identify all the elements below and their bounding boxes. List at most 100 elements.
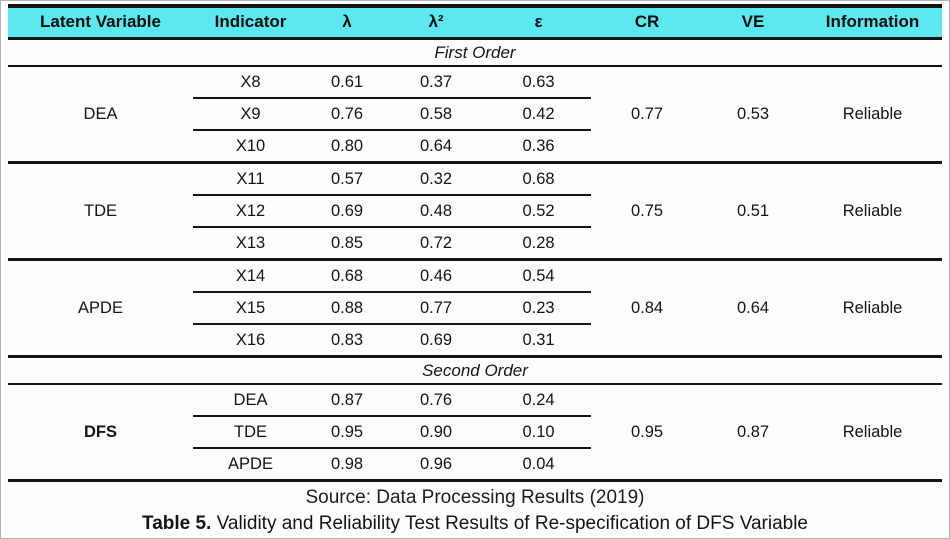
lambda-cell: 0.88 [308, 292, 386, 325]
validity-reliability-table: Latent Variable Indicator λ λ² ε CR VE I… [8, 4, 942, 482]
table-caption: Table 5. Validity and Reliability Test R… [8, 513, 942, 535]
indicator-cell: X9 [193, 98, 308, 131]
ve-cell: 0.51 [736, 202, 770, 220]
table-row: DEA X8 0.61 0.37 0.63 0.77 0.53 Reliable [8, 66, 942, 123]
table-row: X16 0.83 0.69 0.31 [8, 324, 942, 357]
lambda-squared-cell: 0.37 [386, 66, 486, 99]
indicator-cell: APDE [228, 455, 273, 473]
group-dea: DEA X8 0.61 0.37 0.63 0.77 0.53 Reliable… [8, 66, 942, 163]
lambda-cell: 0.98 [330, 455, 364, 473]
header-cell-ve: VE [703, 4, 803, 40]
lambda-cell: 0.57 [308, 162, 386, 196]
indicator-cell: TDE [193, 416, 308, 449]
section-label-second-order: Second Order [8, 356, 942, 385]
group-tde: TDE X11 0.57 0.32 0.68 0.75 0.51 Reliabl… [8, 162, 942, 260]
epsilon-cell: 0.36 [522, 137, 555, 155]
epsilon-cell: 0.42 [486, 98, 591, 131]
section-label-first-order: First Order [8, 38, 942, 67]
epsilon-cell: 0.04 [522, 455, 555, 473]
lambda-squared-cell: 0.48 [386, 195, 486, 228]
lambda-cell: 0.69 [308, 195, 386, 228]
latent-variable-cell: DFS [84, 423, 117, 441]
indicator-cell: X8 [193, 66, 308, 99]
epsilon-cell: 0.10 [486, 416, 591, 449]
lambda-squared-cell: 0.64 [419, 137, 453, 155]
table-row: TDE X11 0.57 0.32 0.68 0.75 0.51 Reliabl… [8, 162, 942, 220]
indicator-cell: X12 [193, 195, 308, 228]
section-second-order: Second Order [8, 356, 942, 385]
lambda-squared-cell: 0.77 [386, 292, 486, 325]
table-row: DFS DEA 0.87 0.76 0.24 0.95 0.87 Reliabl… [8, 384, 942, 441]
table-row: X12 0.69 0.48 0.52 [8, 195, 942, 228]
lambda-cell: 0.87 [308, 384, 386, 417]
header-cell-epsilon: ε [486, 4, 591, 40]
table-caption-text: Validity and Reliability Test Results of… [216, 513, 808, 534]
lambda-cell: 0.68 [308, 259, 386, 293]
lambda-squared-cell: 0.58 [386, 98, 486, 131]
table-row: X9 0.76 0.58 0.42 [8, 98, 942, 131]
epsilon-cell: 0.68 [486, 162, 591, 196]
latent-variable-cell: APDE [78, 299, 123, 317]
latent-variable-cell: DEA [83, 105, 118, 123]
epsilon-cell: 0.54 [486, 259, 591, 293]
lambda-cell: 0.76 [308, 98, 386, 131]
epsilon-cell: 0.31 [522, 331, 555, 349]
information-cell: Reliable [842, 105, 903, 123]
header-cell-latent-variable: Latent Variable [8, 4, 193, 40]
information-cell: Reliable [842, 423, 903, 441]
lambda-squared-cell: 0.96 [419, 455, 453, 473]
header-row: Latent Variable Indicator λ λ² ε CR VE I… [8, 4, 942, 40]
table-header: Latent Variable Indicator λ λ² ε CR VE I… [8, 4, 942, 40]
cr-cell: 0.84 [630, 299, 664, 317]
indicator-cell: DEA [193, 384, 308, 417]
cr-cell: 0.77 [630, 105, 664, 123]
lambda-squared-cell: 0.46 [386, 259, 486, 293]
information-cell: Reliable [842, 202, 903, 220]
ve-cell: 0.87 [736, 423, 770, 441]
header-cell-cr: CR [591, 4, 703, 40]
header-cell-lambda-squared: λ² [386, 4, 486, 40]
epsilon-cell: 0.24 [486, 384, 591, 417]
section-row: First Order [8, 38, 942, 67]
table-row: APDE 0.98 0.96 0.04 [8, 448, 942, 481]
lambda-squared-cell: 0.69 [419, 331, 453, 349]
ve-cell: 0.53 [736, 105, 770, 123]
table-row: X10 0.80 0.64 0.36 [8, 130, 942, 163]
header-cell-information: Information [803, 4, 942, 40]
table-row: X15 0.88 0.77 0.23 [8, 292, 942, 325]
source-note: Source: Data Processing Results (2019) [305, 487, 645, 508]
epsilon-cell: 0.52 [486, 195, 591, 228]
group-dfs: DFS DEA 0.87 0.76 0.24 0.95 0.87 Reliabl… [8, 384, 942, 481]
lambda-cell: 0.83 [330, 331, 364, 349]
indicator-cell: X14 [193, 259, 308, 293]
epsilon-cell: 0.28 [522, 234, 555, 252]
epsilon-cell: 0.23 [486, 292, 591, 325]
lambda-squared-cell: 0.76 [386, 384, 486, 417]
lambda-cell: 0.80 [330, 137, 364, 155]
indicator-cell: X16 [235, 331, 266, 349]
header-cell-indicator: Indicator [193, 4, 308, 40]
information-cell: Reliable [842, 299, 903, 317]
table-row: APDE X14 0.68 0.46 0.54 0.84 0.64 Reliab… [8, 259, 942, 317]
ve-cell: 0.64 [736, 299, 770, 317]
latent-variable-cell: TDE [84, 202, 117, 220]
lambda-squared-cell: 0.90 [386, 416, 486, 449]
indicator-cell: X13 [235, 234, 266, 252]
table-row: X13 0.85 0.72 0.28 [8, 227, 942, 260]
indicator-cell: X11 [193, 162, 308, 196]
section-first-order: First Order [8, 38, 942, 67]
table-caption-label: Table 5. [142, 513, 212, 534]
cr-cell: 0.95 [630, 423, 664, 441]
lambda-cell: 0.95 [308, 416, 386, 449]
lambda-cell: 0.61 [308, 66, 386, 99]
lambda-squared-cell: 0.32 [386, 162, 486, 196]
header-cell-lambda: λ [308, 4, 386, 40]
section-row: Second Order [8, 356, 942, 385]
table-row: TDE 0.95 0.90 0.10 [8, 416, 942, 449]
lambda-cell: 0.85 [330, 234, 364, 252]
epsilon-cell: 0.63 [486, 66, 591, 99]
cr-cell: 0.75 [630, 202, 664, 220]
group-apde: APDE X14 0.68 0.46 0.54 0.84 0.64 Reliab… [8, 259, 942, 357]
lambda-squared-cell: 0.72 [419, 234, 453, 252]
